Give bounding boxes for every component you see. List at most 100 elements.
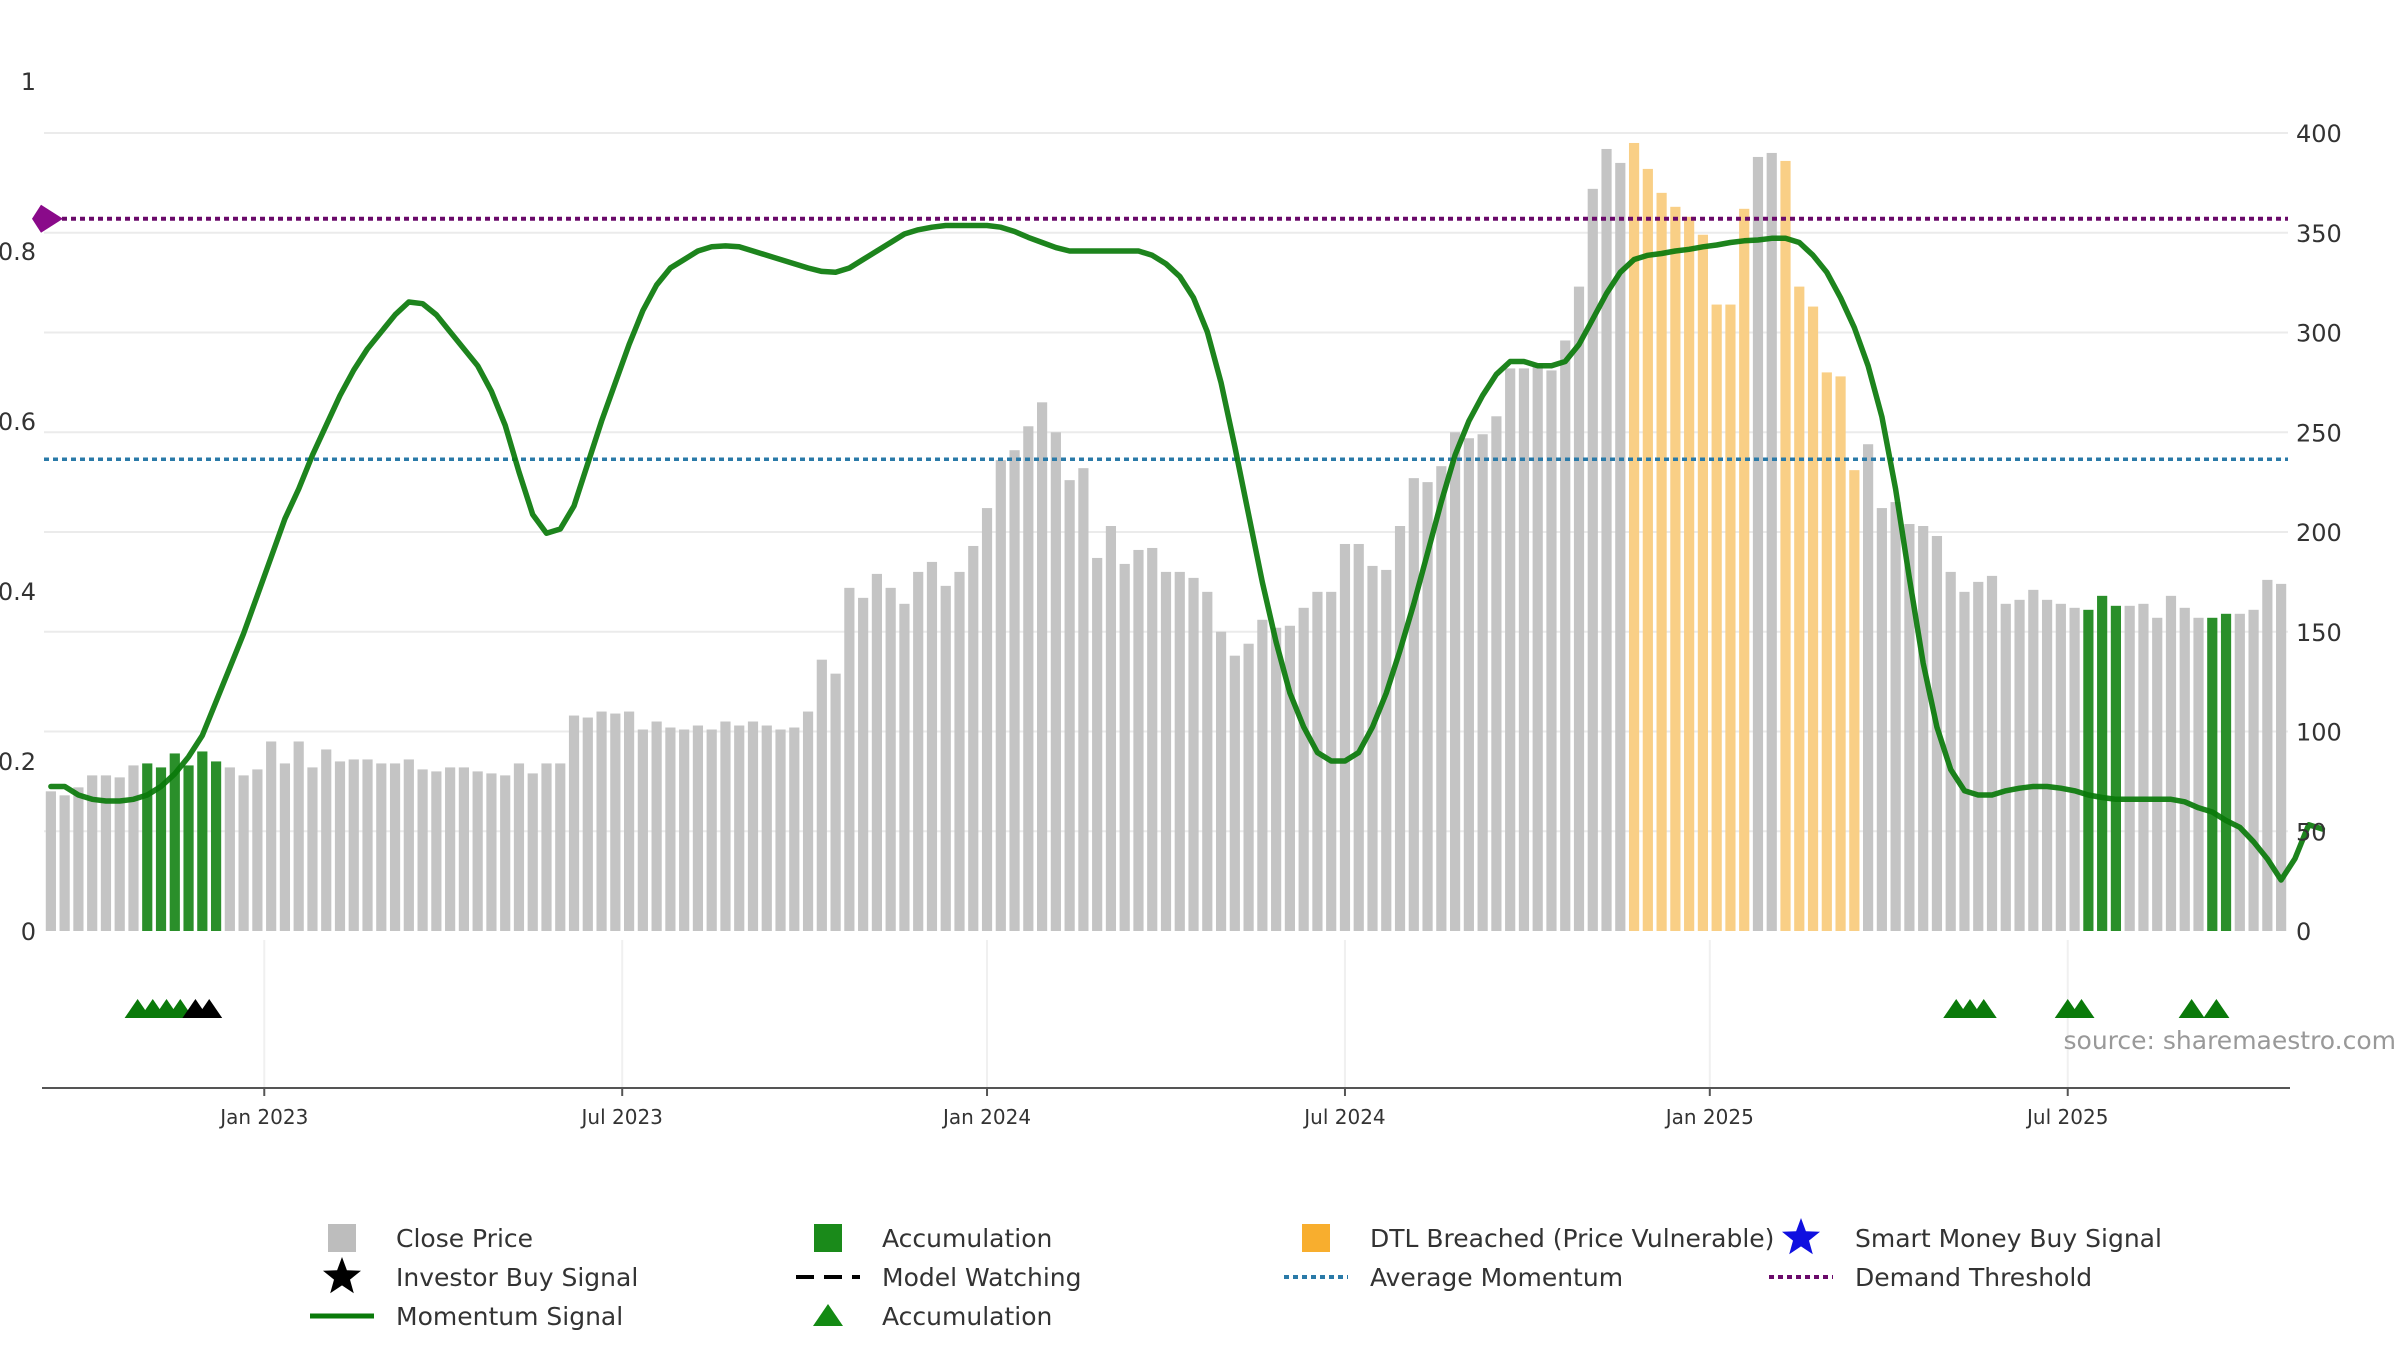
accumulation-bar [169,753,180,931]
dtl-breached-bar [1684,216,1695,932]
legend-label-close-price: Close Price [396,1224,533,1253]
close-price-bar [968,545,979,931]
close-price-bar [761,725,772,931]
close-price-bar [472,771,483,931]
close-price-bar [1959,591,1970,931]
close-price-bar [623,711,635,931]
close-price-bar [1064,480,1075,931]
close-price-bar [1202,591,1213,931]
legend: Close Price Accumulation DTL Breached (Pri… [310,1218,2162,1331]
close-price-bar [1986,575,1998,931]
momentum-signal-line [48,222,2326,883]
gridlines [44,132,2288,1088]
close-price-bar [389,763,401,931]
close-price-bar [651,721,662,931]
close-price-bar [500,775,511,931]
dtl-breached-bar [1697,234,1709,931]
close-price-bar [610,713,621,931]
date-tick-label: Jan 2023 [218,1105,308,1129]
dtl-breached-bar [1711,304,1722,931]
close-price-bar [899,603,910,931]
close-price-bar [2000,603,2011,931]
close-price-bar [527,773,538,931]
right-axis-tick-label: 400 [2296,120,2342,148]
close-price-bar [1945,571,1956,931]
close-price-bar [224,767,235,931]
close-price-bar [541,763,552,931]
legend-label-accumulation: Accumulation [882,1224,1052,1253]
left-axis-tick-label: 0.8 [0,238,36,266]
close-price-bar [816,659,827,931]
close-price-bar [1009,450,1020,931]
close-price-bar [858,597,869,931]
close-price-bar [114,777,125,931]
close-price-bar [747,721,759,931]
accumulation-triangle [2203,999,2230,1018]
legend-label-investor-buy-signal: Investor Buy Signal [396,1263,638,1292]
close-price-bar [720,721,731,931]
date-tick-label: Jul 2024 [1302,1105,1385,1129]
legend-swatch-close-price [328,1224,356,1252]
accumulation-bar [197,751,208,931]
close-price-bar [513,763,525,931]
legend-star-smart-money-buy-signal [1782,1218,1820,1255]
close-price-bar [775,729,786,931]
close-price-bar [45,791,56,931]
accumulation-bar [2083,609,2094,931]
close-price-bar [362,759,373,931]
close-price-bar [2193,617,2204,931]
right-axis-tick-label: 100 [2296,719,2342,747]
close-price-bar [1752,156,1764,931]
close-price-bar [1078,468,1089,931]
close-price-bar [568,715,580,931]
close-price-bar [1863,444,1874,931]
accumulation-bar [2097,595,2108,931]
close-price-bar [334,761,346,931]
left-axis-tick-label: 0.4 [0,578,36,606]
close-price-bar [59,795,70,931]
date-tick-label: Jul 2025 [2025,1105,2108,1129]
legend-label-momentum-signal: Momentum Signal [396,1302,623,1331]
accumulation-bar [210,761,222,931]
close-price-bar [307,767,318,931]
accumulation-triangle [2068,999,2095,1018]
demand-threshold-marker [32,204,63,233]
close-price-bar [458,767,469,931]
close-price-bar [1394,526,1406,931]
close-price-bar [1229,655,1240,931]
close-price-bar [1023,426,1034,931]
investor-buy-triangle [196,999,223,1018]
close-price-bar [1477,434,1488,931]
close-price-bar [2179,607,2190,931]
accumulation-bar [2207,617,2218,931]
close-price-bar [692,725,704,931]
close-price-bar [73,787,84,931]
close-price-bar [403,759,414,931]
close-price-bar [1463,438,1474,931]
close-price-bar [665,727,676,931]
close-price-bar [734,725,745,931]
close-price-bar [2234,613,2245,931]
close-price-bar [1092,557,1103,931]
momentum-signal-line [48,222,2326,883]
close-price-bar [445,767,456,931]
close-price-bar [596,711,607,931]
close-price-bar [486,773,497,931]
close-price-bar [1215,631,1227,931]
close-price-bar [954,571,965,931]
close-price-bar [100,775,112,931]
close-price-bar [2165,595,2177,931]
close-price-bar [1587,188,1598,932]
close-price-bar [1284,625,1295,931]
close-price-bar [321,749,332,931]
close-price-bar [266,741,277,931]
accumulation-bar [155,767,167,931]
dtl-breached-bar [1670,206,1681,931]
dtl-breached-bar [1780,160,1791,931]
legend-label-demand-threshold: Demand Threshold [1855,1263,2092,1292]
close-price-bar [2138,603,2149,931]
close-price-bar [1408,478,1419,931]
close-price-bar [128,765,139,931]
close-price-bar [1876,508,1887,931]
